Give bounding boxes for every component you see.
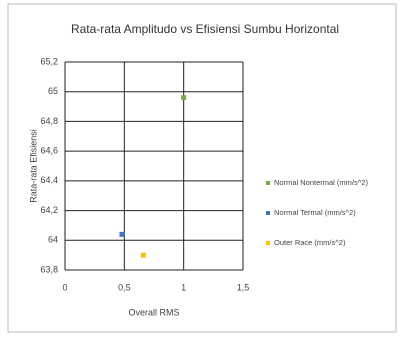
legend-label: Outer Race (mm/s^2) xyxy=(274,238,346,247)
y-tick-label: 64,8 xyxy=(40,116,58,126)
y-tick-label: 64,6 xyxy=(40,146,58,156)
y-tick-label: 64,2 xyxy=(40,205,58,215)
y-axis-label: Rata-rata Efisiensi xyxy=(28,129,38,203)
y-tick-label: 63,8 xyxy=(40,264,58,274)
scatter-point xyxy=(119,231,125,237)
y-tick-label: 65 xyxy=(48,86,58,96)
chart-title: Rata-rata Amplitudo vs Efisiensi Sumbu H… xyxy=(71,22,339,36)
legend-marker xyxy=(266,241,270,245)
legend-marker xyxy=(266,211,270,215)
y-tick-label: 65,2 xyxy=(40,56,58,66)
legend-label: Normal Termal (mm/s^2) xyxy=(274,208,356,217)
x-axis-label: Overall RMS xyxy=(128,307,179,317)
legend-label: Normal Nontermal (mm/s^2) xyxy=(274,178,368,187)
y-tick-label: 64,4 xyxy=(40,175,58,185)
scatter-point xyxy=(181,95,187,101)
chart-border xyxy=(7,3,397,333)
y-tick-label: 64 xyxy=(48,235,58,245)
legend-marker xyxy=(266,181,270,185)
x-tick-label: 0 xyxy=(62,282,67,292)
x-tick-label: 1,5 xyxy=(237,282,250,292)
scatter-point xyxy=(140,252,146,258)
x-tick-label: 0,5 xyxy=(118,282,131,292)
x-tick-label: 1 xyxy=(181,282,186,292)
